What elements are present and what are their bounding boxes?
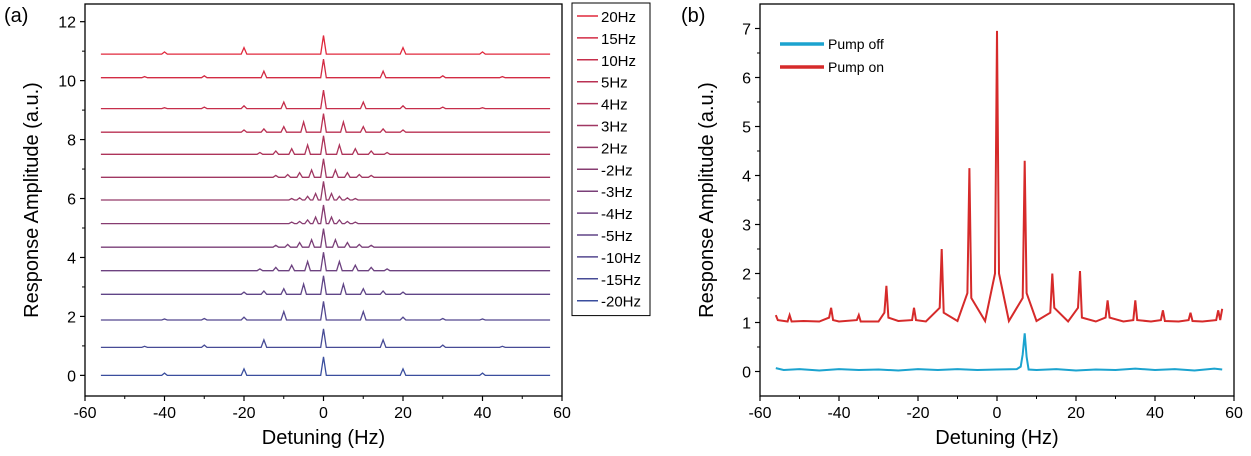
y-tick-label: 1 <box>742 316 751 333</box>
x-axis-label: Detuning (Hz) <box>262 427 385 449</box>
series-line <box>100 135 551 155</box>
legend-entry: Pump off <box>828 36 884 52</box>
x-tick-label: 40 <box>1146 405 1164 422</box>
legend-entry: 10Hz <box>601 53 636 70</box>
x-tick-label: -20 <box>232 405 255 422</box>
series-line <box>100 356 551 377</box>
y-axis-label: Response Amplitude (a.u.) <box>21 82 43 318</box>
series-line <box>100 275 551 295</box>
legend-entry: 20Hz <box>601 9 636 26</box>
series-line <box>100 328 551 349</box>
chart-panel-a: (a) -60 -40 -20 0 20 40 60 0 2 4 6 8 10 12 Detuning (Hz… <box>4 2 651 449</box>
legend-entry: -20Hz <box>601 294 641 311</box>
series-line <box>100 59 551 79</box>
legend-entry: -10Hz <box>601 250 641 267</box>
series-line <box>774 30 1224 324</box>
x-tick-label: 0 <box>993 405 1002 422</box>
x-tick-label: 60 <box>1225 405 1243 422</box>
y-tick-label: 6 <box>742 71 751 88</box>
legend-entry: -5Hz <box>601 228 633 245</box>
y-tick-label: 0 <box>742 365 751 382</box>
legend-entry: 4Hz <box>601 97 628 114</box>
x-tick-label: 40 <box>474 405 492 422</box>
x-tick-label: -60 <box>73 405 96 422</box>
x-tick-label: -40 <box>153 405 176 422</box>
series-line <box>100 90 551 110</box>
x-tick-label: 20 <box>1067 405 1085 422</box>
y-axis-label: Response Amplitude (a.u.) <box>696 82 718 318</box>
series-line <box>100 181 551 201</box>
series-line <box>100 228 551 248</box>
y-tick-label: 2 <box>742 267 751 284</box>
legend-entry: -3Hz <box>601 184 633 201</box>
series-line <box>100 35 551 55</box>
y-tick-label: 8 <box>67 133 76 150</box>
series-line <box>100 252 551 272</box>
legend-entry: 2Hz <box>601 140 628 157</box>
y-tick-label: 6 <box>67 192 76 209</box>
legend-entry: -4Hz <box>601 206 633 223</box>
chart-panel-b: (b) -60 -40 -20 0 20 40 60 0 1 2 3 4 5 6 7 Detuning (Hz)… <box>681 3 1243 449</box>
legend-entry: 5Hz <box>601 75 628 92</box>
x-tick-label: -40 <box>827 405 850 422</box>
x-tick-label: -20 <box>906 405 929 422</box>
y-tick-label: 7 <box>742 22 751 39</box>
x-tick-label: -60 <box>748 405 771 422</box>
legend-entry: 15Hz <box>601 31 636 48</box>
series-line <box>100 158 551 178</box>
y-tick-label: 3 <box>742 218 751 235</box>
series-line <box>775 333 1223 372</box>
legend-entry: -2Hz <box>601 162 633 179</box>
legend-entry: -15Hz <box>601 272 641 289</box>
legend-entry: 3Hz <box>601 119 628 136</box>
panel-label: (a) <box>4 5 28 27</box>
y-tick-label: 0 <box>67 368 76 385</box>
y-tick-label: 4 <box>742 169 751 186</box>
y-tick-label: 10 <box>58 74 76 91</box>
x-tick-label: 60 <box>553 405 571 422</box>
y-tick-label: 2 <box>67 309 76 326</box>
y-tick-label: 5 <box>742 120 751 137</box>
x-axis-label: Detuning (Hz) <box>935 427 1058 449</box>
series-line <box>100 301 551 321</box>
series-line <box>100 204 551 225</box>
series-line <box>100 113 551 133</box>
panel-label: (b) <box>681 5 705 27</box>
x-tick-label: 0 <box>319 405 328 422</box>
legend-entry: Pump on <box>828 59 884 75</box>
legend-box <box>571 2 651 317</box>
x-tick-label: 20 <box>394 405 412 422</box>
y-tick-label: 4 <box>67 250 76 267</box>
y-tick-label: 12 <box>58 15 76 32</box>
